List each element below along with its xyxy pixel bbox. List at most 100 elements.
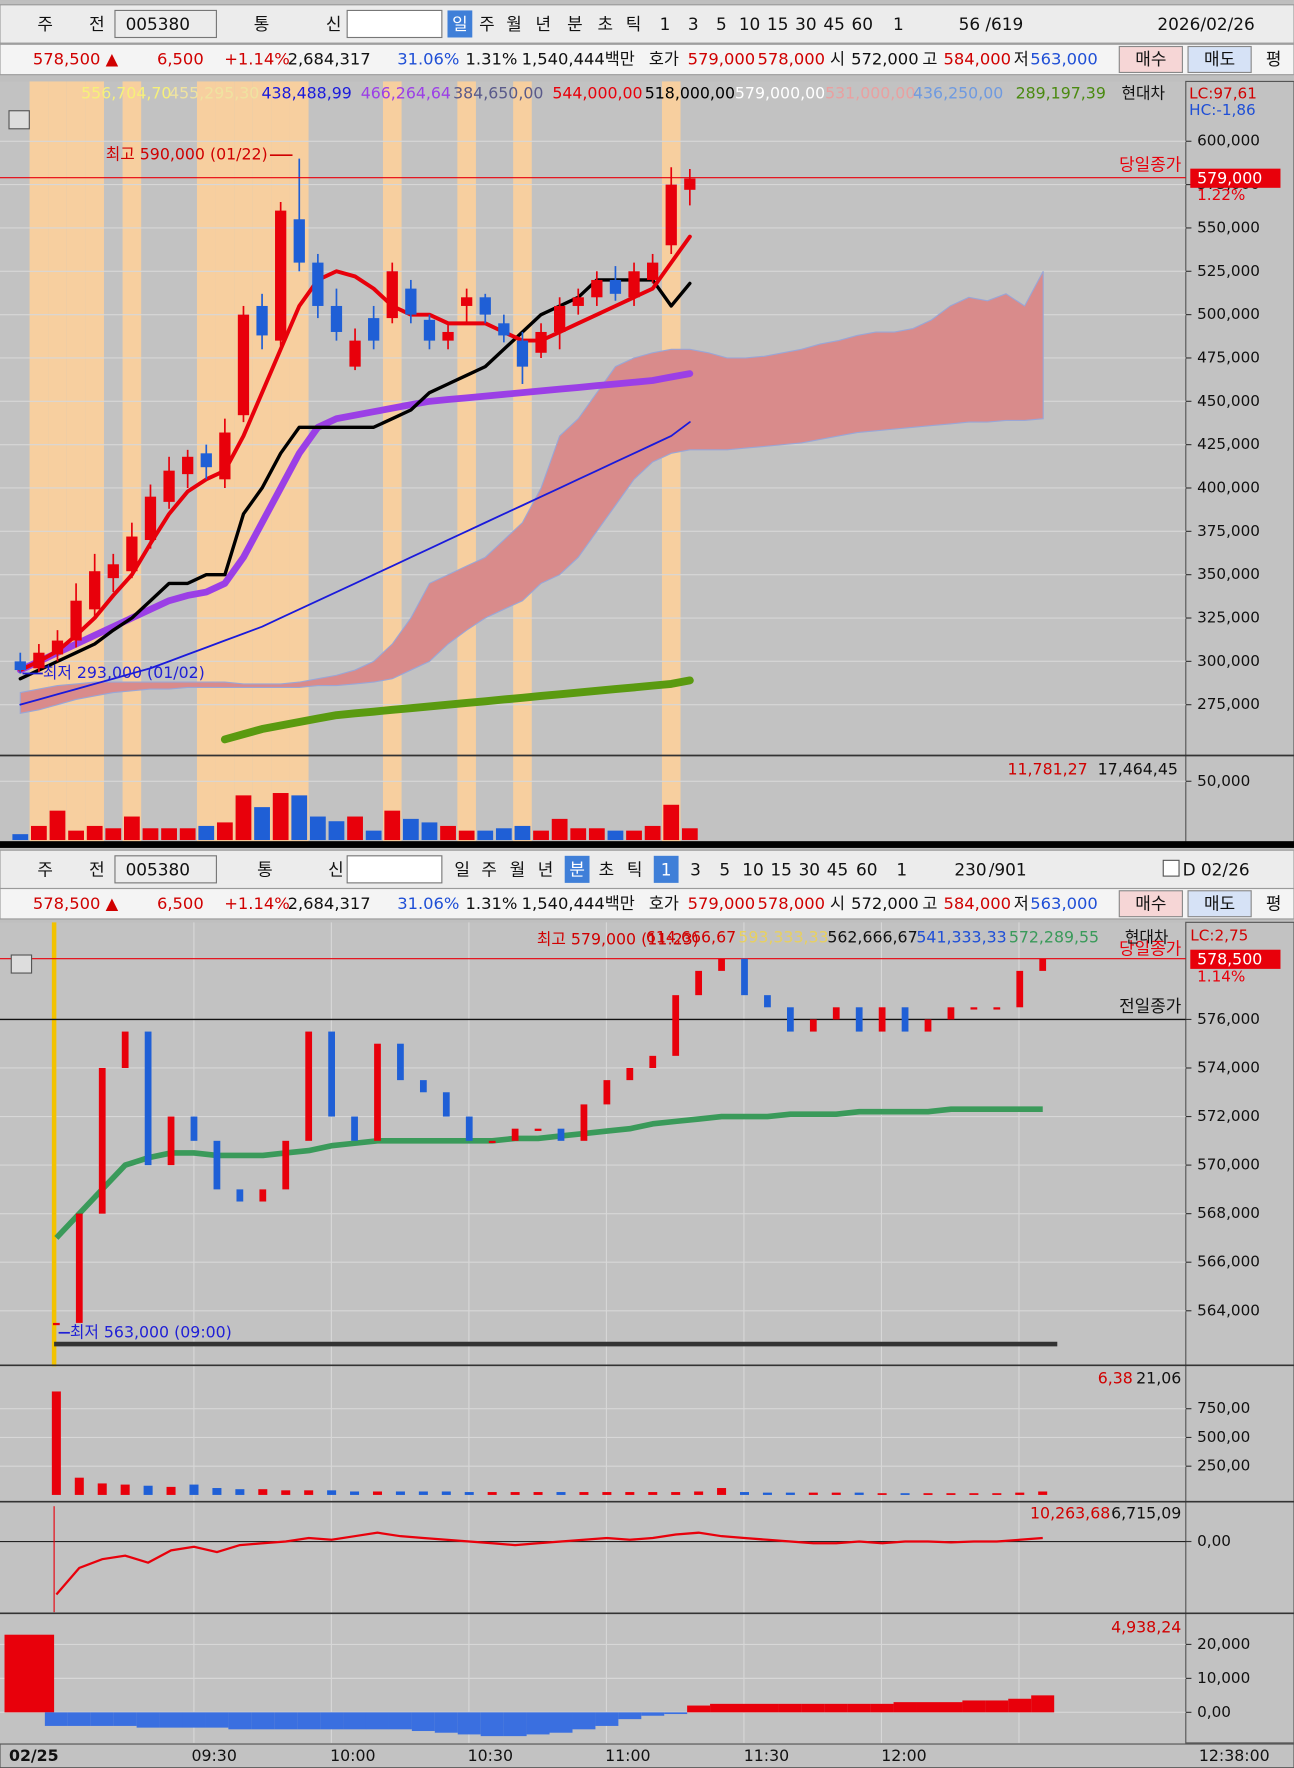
toolbar-button[interactable]: 통 xyxy=(254,14,270,34)
toolbar-button[interactable]: 신 xyxy=(326,14,342,34)
toolbar-button[interactable]: 1 xyxy=(893,14,904,34)
toolbar-button[interactable]: /619 xyxy=(985,14,1023,34)
toolbar-button[interactable]: 월 xyxy=(510,859,526,879)
toolbar-button[interactable]: 45 xyxy=(823,14,844,34)
toolbar-button[interactable]: 005380 xyxy=(126,14,190,34)
toolbar-button[interactable]: 초 xyxy=(598,14,614,34)
toolbar-button[interactable]: /901 xyxy=(989,859,1027,879)
toolbar-button[interactable]: 1 xyxy=(660,14,671,34)
avg-button[interactable]: 평 xyxy=(1266,49,1282,69)
toolbar-button[interactable]: 1 xyxy=(896,859,907,879)
candle-body xyxy=(609,279,622,294)
toolbar-button[interactable]: 월 xyxy=(506,14,522,34)
toolbar-button[interactable]: 15 xyxy=(770,859,792,879)
toolbar-button[interactable]: 일 xyxy=(454,859,470,879)
quote-price: 578,500 ▲ xyxy=(33,50,119,69)
toolbar-button[interactable]: 5 xyxy=(716,14,727,34)
toolbar-button[interactable]: 년 xyxy=(536,14,552,34)
toolbar-button[interactable]: 신 xyxy=(328,859,344,879)
y-tick-label: 400,000 xyxy=(1197,478,1260,496)
highlight-band xyxy=(289,81,309,844)
volume-bar xyxy=(327,1490,337,1495)
volume-bar xyxy=(477,830,494,841)
toolbar-button[interactable]: 1 xyxy=(661,859,672,879)
flow-bar xyxy=(916,1702,940,1713)
volume-bar xyxy=(739,1492,750,1495)
volume-bar xyxy=(49,810,66,841)
toolbar-button[interactable]: 틱 xyxy=(626,14,642,34)
volume-bar xyxy=(551,818,568,841)
toolbar-button[interactable]: 005380 xyxy=(126,859,190,879)
legend-value: 438,488,99 xyxy=(262,83,352,102)
y-tick-label: 600,000 xyxy=(1197,132,1260,150)
flow-bar xyxy=(870,1703,894,1713)
volume-bar xyxy=(235,1489,245,1495)
toolbar-button[interactable]: 02/26 xyxy=(1201,859,1250,879)
price-tick xyxy=(511,1128,519,1141)
highlight-band xyxy=(122,81,142,844)
flow-bar xyxy=(733,1703,756,1713)
volume-bar xyxy=(421,822,438,841)
y-tick-label: 10,000 xyxy=(1197,1669,1250,1687)
flow-bar xyxy=(228,1712,252,1730)
toolbar-button[interactable]: 주 xyxy=(479,14,495,34)
toolbar-button[interactable]: 5 xyxy=(719,859,730,879)
toolbar-button[interactable]: 통 xyxy=(257,859,273,879)
volume-bar xyxy=(365,830,382,841)
candle-body xyxy=(647,262,659,280)
toolbar-button[interactable]: 년 xyxy=(538,859,554,879)
price-tick xyxy=(672,995,680,1056)
flow-bar xyxy=(572,1712,596,1730)
toolbar-button[interactable]: 45 xyxy=(827,859,849,879)
toolbar-button[interactable]: 분 xyxy=(569,859,585,879)
toolbar-button[interactable]: 60 xyxy=(856,859,878,879)
toolbar-button[interactable]: 30 xyxy=(795,14,817,34)
grid-icon xyxy=(10,954,33,974)
toolbar-button[interactable]: 2026/02/26 xyxy=(1157,14,1254,34)
avg-button[interactable]: 평 xyxy=(1266,893,1282,913)
buy-button-label[interactable]: 매수 xyxy=(1135,49,1166,69)
flow-bar xyxy=(388,1712,412,1730)
quote-ask-label: 호가 xyxy=(649,50,679,69)
volume-bar xyxy=(533,830,549,841)
volume-bar xyxy=(900,1493,910,1495)
candle-body xyxy=(386,271,398,319)
volume-bar xyxy=(923,1493,933,1495)
highlight-band xyxy=(252,81,272,844)
close-label: 당일종가 xyxy=(1119,154,1182,174)
volume-bar xyxy=(588,828,605,841)
quote-ask: 579,000 xyxy=(688,894,756,913)
toolbar-button[interactable]: 15 xyxy=(767,14,789,34)
candle-body xyxy=(200,453,212,468)
toolbar-button[interactable]: 일 xyxy=(452,14,468,34)
toolbar-button[interactable]: 주 xyxy=(37,14,53,34)
candle-body xyxy=(237,314,250,416)
toolbar-button[interactable]: D xyxy=(1183,859,1196,879)
toolbar-button[interactable]: 3 xyxy=(690,859,701,879)
y-tick-label: 350,000 xyxy=(1197,565,1260,583)
y-tick-label: 375,000 xyxy=(1197,522,1260,540)
y-tick-label: 500,000 xyxy=(1197,305,1260,323)
toolbar-button[interactable]: 56 xyxy=(959,14,981,34)
sell-button-label[interactable]: 매도 xyxy=(1204,49,1235,69)
price-tick xyxy=(1016,970,1024,1008)
toolbar-button[interactable]: 3 xyxy=(688,14,699,34)
volume-bar xyxy=(291,795,308,841)
toolbar-button[interactable]: 230 xyxy=(954,859,986,879)
toolbar-button[interactable]: 틱 xyxy=(627,859,643,879)
buy-button-label[interactable]: 매수 xyxy=(1135,893,1166,913)
toolbar-button[interactable]: 전 xyxy=(89,859,105,879)
price-tick xyxy=(259,1189,267,1202)
flow-bar xyxy=(159,1712,183,1728)
sell-button-label[interactable]: 매도 xyxy=(1204,893,1235,913)
toolbar-button[interactable]: 10 xyxy=(742,859,764,879)
candle-body xyxy=(256,305,268,336)
toolbar-button[interactable]: 전 xyxy=(89,14,105,34)
toolbar-button[interactable]: 초 xyxy=(599,859,615,879)
toolbar-button[interactable]: 30 xyxy=(799,859,821,879)
toolbar-button[interactable]: 주 xyxy=(37,859,53,879)
toolbar-button[interactable]: 60 xyxy=(852,14,873,34)
toolbar-button[interactable]: 10 xyxy=(739,14,761,34)
toolbar-button[interactable]: 주 xyxy=(481,859,497,879)
toolbar-button[interactable]: 분 xyxy=(567,14,583,34)
